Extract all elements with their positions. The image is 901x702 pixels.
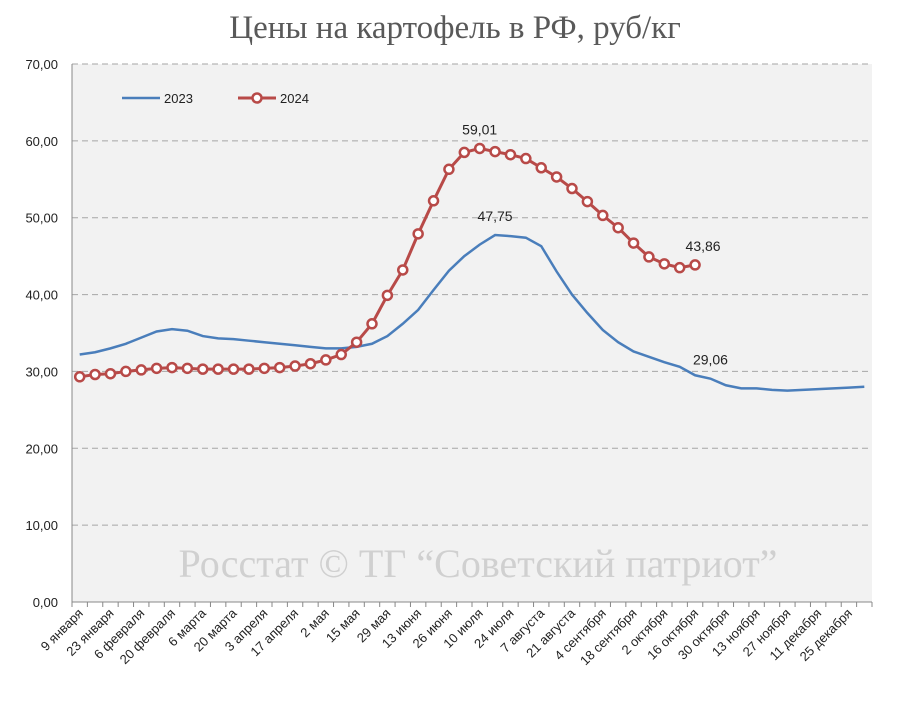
marker (627, 237, 640, 249)
marker (658, 258, 671, 270)
y-tick-label: 30,00 (25, 364, 58, 379)
marker (120, 365, 132, 378)
marker (535, 162, 547, 174)
y-tick-label: 40,00 (25, 288, 58, 303)
legend-label: 2023 (164, 91, 193, 106)
marker (104, 367, 117, 380)
marker (489, 145, 501, 158)
y-tick-label: 10,00 (25, 518, 58, 533)
legend-marker (251, 92, 263, 104)
data-label: 59,01 (462, 121, 497, 137)
marker (427, 195, 440, 207)
data-label: 47,75 (478, 208, 513, 224)
marker (458, 146, 471, 159)
marker (73, 371, 86, 383)
watermark: Росстат © ТГ “Советский патриот” (179, 541, 778, 586)
marker (397, 264, 409, 276)
marker (320, 354, 332, 366)
marker (212, 363, 224, 375)
y-tick-label: 20,00 (25, 441, 58, 456)
marker (366, 318, 378, 330)
marker (273, 361, 286, 374)
y-tick-label: 0,00 (33, 595, 58, 610)
marker (643, 251, 655, 263)
marker (473, 142, 486, 155)
marker (335, 348, 347, 361)
chart-title: Цены на картофель в РФ, руб/кг (229, 10, 681, 46)
marker (504, 148, 517, 161)
marker (166, 361, 178, 374)
legend-label: 2024 (280, 91, 309, 106)
marker (243, 363, 255, 375)
marker (258, 362, 271, 375)
marker (289, 360, 301, 372)
marker (350, 336, 363, 348)
marker (566, 182, 578, 195)
marker (227, 363, 240, 375)
marker (581, 195, 594, 208)
y-tick-label: 70,00 (25, 57, 58, 72)
data-label: 43,86 (686, 238, 721, 254)
marker (612, 221, 624, 234)
marker (181, 362, 194, 375)
marker (550, 171, 563, 183)
y-tick-label: 50,00 (25, 211, 58, 226)
marker (150, 362, 163, 375)
data-label: 29,06 (693, 352, 728, 368)
marker (89, 368, 101, 381)
marker (597, 209, 609, 222)
marker (520, 152, 532, 165)
marker (689, 259, 701, 271)
marker (381, 289, 394, 302)
marker (197, 363, 209, 375)
marker (443, 163, 455, 176)
plot-area (72, 64, 872, 602)
x-tick-label: 15 мая (323, 606, 363, 646)
series-line (79, 233, 865, 392)
marker (304, 357, 317, 370)
marker (673, 261, 686, 274)
marker (135, 364, 147, 376)
y-tick-label: 60,00 (25, 134, 58, 149)
marker (412, 228, 424, 240)
